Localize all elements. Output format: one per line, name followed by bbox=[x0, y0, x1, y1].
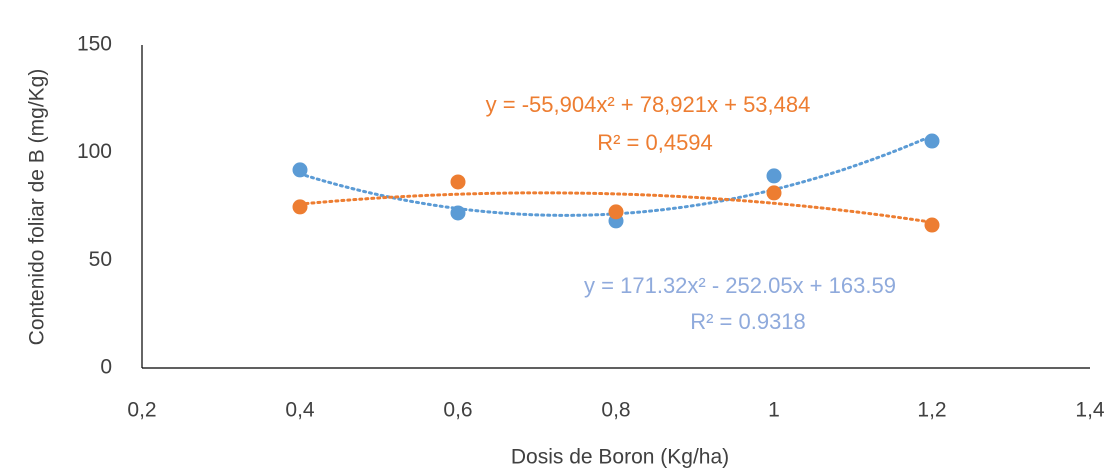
x-tick-label: 1,2 bbox=[917, 399, 946, 422]
point bbox=[924, 217, 940, 233]
point bbox=[924, 133, 940, 149]
trend-equation: y = 171.32x² - 252.05x + 163.59 bbox=[584, 273, 896, 298]
trend-r2: R² = 0,4594 bbox=[597, 130, 713, 155]
point bbox=[450, 205, 466, 221]
y-tick-label: 100 bbox=[77, 140, 112, 163]
point bbox=[608, 204, 624, 220]
y-axis-title: Contenido foliar de B (mg/Kg) bbox=[26, 69, 49, 346]
trend-r2: R² = 0.9318 bbox=[690, 309, 806, 334]
point bbox=[766, 168, 782, 184]
y-tick-label: 50 bbox=[89, 248, 112, 271]
x-tick-label: 0,8 bbox=[601, 399, 630, 422]
x-axis-title: Dosis de Boron (Kg/ha) bbox=[511, 446, 729, 469]
x-tick-label: 1,4 bbox=[1075, 399, 1105, 422]
y-tick-label: 150 bbox=[77, 33, 112, 56]
x-tick-label: 0,6 bbox=[443, 399, 472, 422]
point bbox=[292, 199, 308, 215]
trendline bbox=[298, 191, 934, 224]
x-tick-label: 0,4 bbox=[285, 399, 315, 422]
trend-equation: y = -55,904x² + 78,921x + 53,484 bbox=[486, 92, 811, 117]
point bbox=[766, 185, 782, 201]
point bbox=[450, 174, 466, 190]
x-tick-label: 0,2 bbox=[127, 399, 156, 422]
point bbox=[292, 162, 308, 178]
y-tick-label: 0 bbox=[100, 356, 112, 379]
x-tick-label: 1 bbox=[768, 399, 780, 422]
